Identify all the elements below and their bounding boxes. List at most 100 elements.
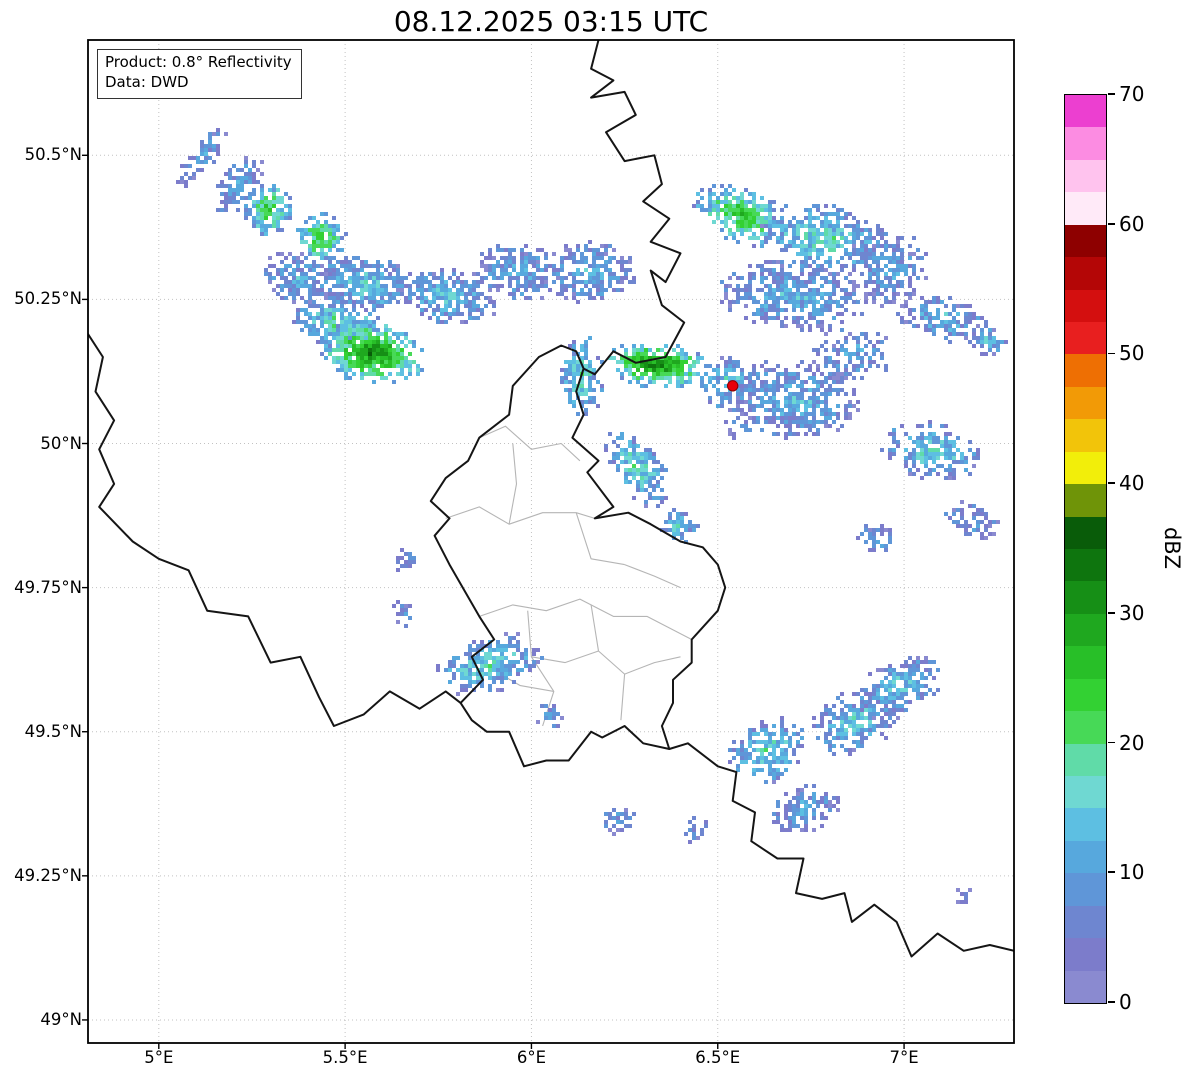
colorbar-tick-label: 10 <box>1119 860 1145 885</box>
colorbar-band <box>1065 515 1106 549</box>
lat-tick-label: 50°N <box>40 433 82 453</box>
regional-border <box>590 604 626 721</box>
radar-echo-cluster <box>396 268 496 324</box>
radar-echo-cluster <box>968 328 1008 356</box>
radar-echo-cluster <box>392 600 412 628</box>
product-info-box: Product: 0.8° Reflectivity Data: DWD <box>97 49 302 99</box>
radar-echo-cluster <box>880 420 980 480</box>
radar-echo-cluster <box>720 260 872 332</box>
regional-border <box>624 564 681 589</box>
radar-echo-cluster <box>396 548 416 572</box>
colorbar-tick-label: 50 <box>1119 341 1145 366</box>
radar-echo-cluster <box>544 240 636 304</box>
colorbar-tick-mark <box>1108 93 1115 95</box>
colorbar-band <box>1065 451 1106 485</box>
colorbar-band <box>1065 191 1106 225</box>
colorbar-tick-label: 70 <box>1119 82 1145 106</box>
lat-tick-label: 49°N <box>40 1009 82 1029</box>
radar-echo-cluster <box>848 232 928 308</box>
product-info-line: Product: 0.8° Reflectivity <box>105 53 292 71</box>
regional-border <box>575 512 625 566</box>
colorbar-band <box>1065 288 1106 322</box>
colorbar-band <box>1065 775 1106 809</box>
colorbar-band <box>1065 126 1106 160</box>
radar-site-marker <box>726 380 739 392</box>
lon-tick-label: 6°E <box>516 1048 547 1067</box>
lat-tick-label: 49.25°N <box>14 865 82 885</box>
radar-echo-cluster <box>476 244 560 300</box>
colorbar-band <box>1065 710 1106 744</box>
radar-echo-cluster <box>604 432 668 508</box>
colorbar-band <box>1065 159 1106 193</box>
lat-tick-label: 50.5°N <box>24 145 82 165</box>
colorbar-band <box>1065 548 1106 582</box>
radar-echo-cluster <box>772 784 840 832</box>
colorbar-band <box>1065 483 1106 517</box>
lat-tick-label: 49.5°N <box>24 721 82 741</box>
colorbar-band <box>1065 386 1106 420</box>
radar-echo-cluster <box>852 656 940 720</box>
colorbar-band <box>1065 807 1106 841</box>
figure-title: 08.12.2025 03:15 UTC <box>393 5 709 38</box>
radar-echo-cluster <box>320 320 424 384</box>
radar-echo-cluster <box>728 360 860 440</box>
colorbar-band <box>1065 742 1106 776</box>
radar-echo-cluster <box>944 500 1000 540</box>
radar-echo-cluster <box>216 156 264 212</box>
colorbar-band <box>1065 580 1106 614</box>
regional-border <box>445 506 595 525</box>
colorbar-band <box>1065 969 1106 1003</box>
radar-echo-cluster <box>296 212 348 260</box>
colorbar-tick-label: 60 <box>1119 211 1145 236</box>
regional-border <box>479 425 581 462</box>
colorbar-band <box>1065 418 1106 452</box>
colorbar-tick-mark <box>1108 871 1115 874</box>
colorbar-axis-label: dBZ <box>1160 526 1184 570</box>
regional-border <box>508 443 518 525</box>
map-frame <box>87 39 1015 1044</box>
regional-border <box>624 656 681 675</box>
colorbar-band <box>1065 95 1106 128</box>
radar-echo-cluster <box>176 128 228 188</box>
radar-echo-cluster <box>536 704 564 728</box>
national-border <box>429 344 727 768</box>
national-border <box>88 333 462 727</box>
colorbar-tick-label: 20 <box>1119 730 1145 755</box>
map-content <box>88 40 1014 1043</box>
colorbar-tick-mark <box>1108 741 1115 744</box>
colorbar-band <box>1065 256 1106 290</box>
data-source-line: Data: DWD <box>105 72 189 91</box>
radar-echo-cluster <box>856 524 892 552</box>
colorbar-tick-mark <box>1108 352 1115 355</box>
colorbar-band <box>1065 905 1106 939</box>
regional-border <box>479 598 692 640</box>
radar-echo-cluster <box>812 328 888 380</box>
colorbar-band <box>1065 353 1106 387</box>
radar-echo-cluster <box>660 508 700 544</box>
colorbar-tick-mark <box>1108 1001 1115 1003</box>
colorbar-band <box>1065 840 1106 874</box>
colorbar-band <box>1065 321 1106 355</box>
lon-tick-label: 5.5°E <box>322 1048 368 1067</box>
colorbar-tick-label: 40 <box>1119 471 1145 496</box>
colorbar-band <box>1065 645 1106 679</box>
map-axes <box>82 39 1015 1049</box>
radar-echo-cluster <box>724 408 756 440</box>
lon-tick-label: 7°E <box>889 1048 919 1067</box>
radar-echo-cluster <box>560 336 604 416</box>
radar-echo-cluster <box>244 184 292 236</box>
colorbar-tick-label: 0 <box>1119 990 1132 1014</box>
radar-echo-cluster <box>604 808 636 836</box>
colorbar-tick-mark <box>1108 482 1115 484</box>
lat-tick-label: 49.75°N <box>14 577 82 597</box>
radar-echo-cluster <box>760 204 888 272</box>
radar-echo-cluster <box>684 816 708 844</box>
radar-echo-cluster <box>956 888 972 904</box>
radar-echo-cluster <box>812 688 896 756</box>
colorbar <box>1064 94 1107 1004</box>
colorbar-tick-mark <box>1108 612 1115 614</box>
colorbar-tick-label: 30 <box>1119 600 1145 625</box>
colorbar-band <box>1065 613 1106 647</box>
